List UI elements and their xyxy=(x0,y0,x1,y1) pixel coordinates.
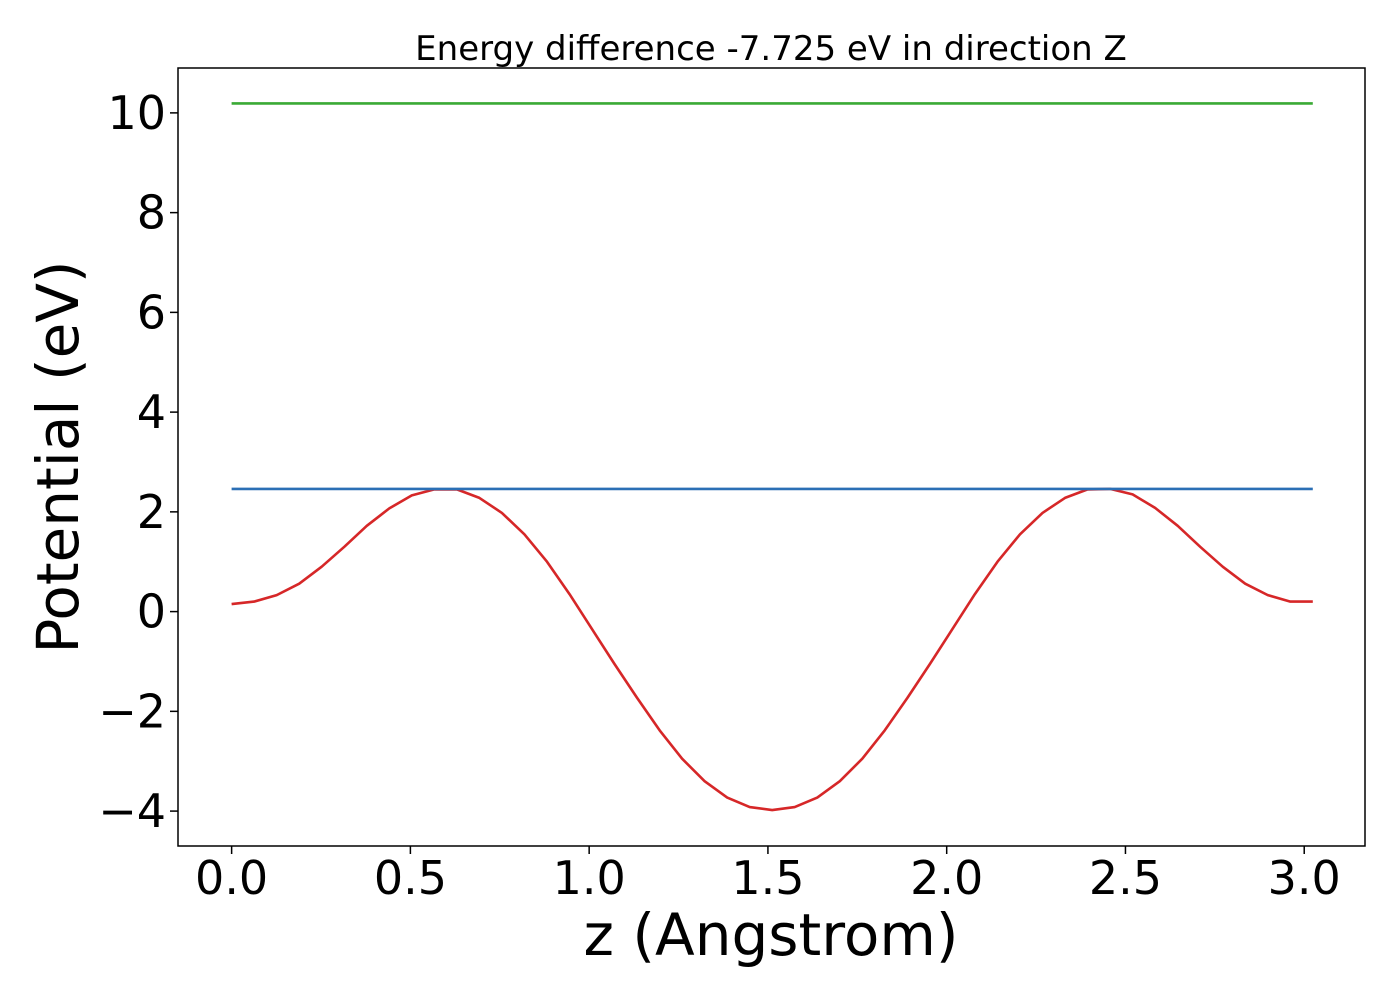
y-tick-label: 0 xyxy=(137,585,166,639)
x-tick-label: 0.5 xyxy=(374,851,447,905)
x-axis-label: z (Angstrom) xyxy=(584,901,959,969)
series-layer xyxy=(231,102,1313,812)
series-line-0 xyxy=(231,487,1313,812)
y-tick-label: 6 xyxy=(137,285,166,339)
chart-title: Energy difference -7.725 eV in direction… xyxy=(415,29,1127,69)
x-tick-label: 2.0 xyxy=(910,851,983,905)
x-tick-label: 3.0 xyxy=(1268,851,1341,905)
x-tick-label: 0.0 xyxy=(195,851,268,905)
y-tick-label: 4 xyxy=(137,385,166,439)
y-tick-label: 8 xyxy=(137,186,166,240)
y-tick-label: 10 xyxy=(107,86,166,140)
x-tick-label: 1.5 xyxy=(731,851,804,905)
y-tick-label: 2 xyxy=(137,485,166,539)
x-tick-label: 1.0 xyxy=(553,851,626,905)
plot-frame xyxy=(177,67,1366,847)
x-tick-label: 2.5 xyxy=(1089,851,1162,905)
x-axis-ticks: 0.0 0.5 1.0 1.5 2.0 2.5 3.0 xyxy=(195,846,1341,905)
y-tick-label: −2 xyxy=(98,684,166,738)
y-axis-ticks: −4 −2 0 2 4 6 8 10 xyxy=(98,86,178,838)
y-axis-label: Potential (eV) xyxy=(24,260,92,653)
y-tick-label: −4 xyxy=(98,784,166,838)
